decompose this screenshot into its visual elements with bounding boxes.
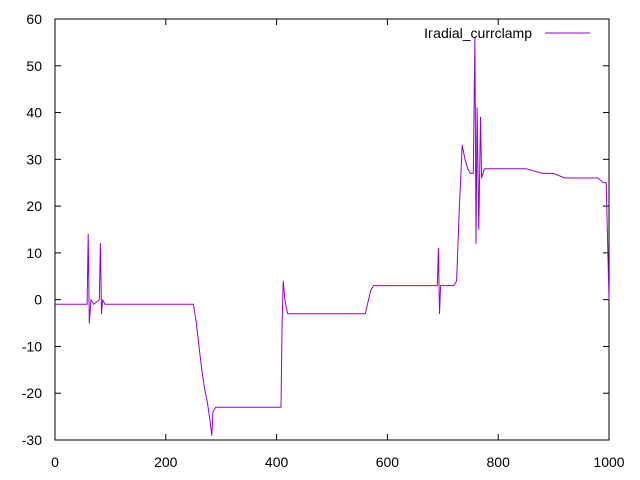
plot-frame: [54, 18, 610, 441]
y-tick-label: 50: [26, 58, 42, 74]
y-tick-label: -10: [22, 338, 42, 354]
x-axis: 0 200 400 600 800 1000: [51, 19, 625, 470]
y-tick-label: -30: [22, 432, 42, 448]
y-axis: -30 -20 -10 0 10 20 30 40 50 60: [22, 11, 609, 448]
x-tick-label: 200: [154, 454, 178, 470]
series-layer: [55, 37, 610, 436]
y-tick-label: -20: [22, 385, 42, 401]
y-tick-label: 40: [26, 105, 42, 121]
y-tick-label: 10: [26, 245, 42, 261]
y-tick-label: 0: [34, 292, 42, 308]
x-tick-label: 800: [487, 454, 511, 470]
x-tick-label: 1000: [593, 454, 624, 470]
legend-label: Iᴦadial_currclamp: [424, 25, 532, 41]
y-tick-label: 60: [26, 11, 42, 27]
x-tick-label: 600: [376, 454, 400, 470]
series-line-0: [55, 37, 610, 436]
y-tick-label: 20: [26, 198, 42, 214]
x-tick-label: 0: [51, 454, 59, 470]
y-tick-label: 30: [26, 151, 42, 167]
x-tick-label: 400: [265, 454, 289, 470]
legend: Iᴦadial_currclamp: [424, 25, 590, 41]
